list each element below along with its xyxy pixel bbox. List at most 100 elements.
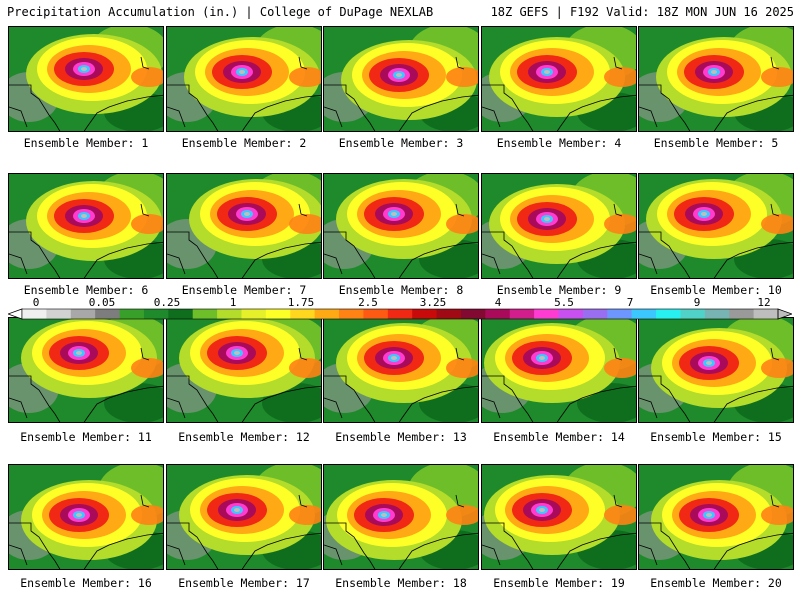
ensemble-member-label: Ensemble Member: 8	[338, 283, 464, 297]
colorbar-swatch	[339, 309, 364, 319]
state-border-line	[482, 84, 534, 131]
precip-contour	[761, 505, 793, 525]
precip-contour	[539, 356, 545, 360]
state-border-line	[770, 56, 780, 70]
state-border-line	[639, 375, 691, 422]
ensemble-member-map	[481, 173, 637, 279]
precip-contour	[604, 505, 636, 525]
colorbar-swatch	[582, 309, 608, 319]
ensemble-member-map	[323, 317, 479, 423]
colorbar-swatch	[680, 309, 706, 319]
state-border-line	[9, 106, 28, 128]
colorbar-swatch	[168, 309, 194, 319]
state-border-line	[167, 522, 219, 569]
state-border-line	[167, 106, 186, 128]
state-border-line	[455, 494, 465, 508]
precip-contour	[544, 70, 550, 74]
state-border-line	[613, 203, 623, 217]
state-border-line	[9, 84, 61, 131]
colorbar-swatch	[46, 309, 72, 319]
ensemble-member-label: Ensemble Member: 1	[23, 136, 149, 150]
ensemble-member-map	[323, 464, 479, 570]
ensemble-member-label: Ensemble Member: 14	[493, 430, 625, 444]
precip-contour	[446, 214, 478, 234]
colorbar-swatch	[656, 309, 681, 319]
colorbar-swatch	[558, 309, 584, 319]
ensemble-member-label: Ensemble Member: 6	[23, 283, 149, 297]
colorbar-swatch	[265, 309, 291, 319]
colorbar-tick-label: 3.25	[419, 296, 447, 309]
state-border-line	[639, 544, 658, 566]
precip-contour	[446, 505, 478, 525]
state-border-line	[167, 231, 219, 278]
precip-contour	[761, 67, 793, 87]
state-border-line	[167, 253, 186, 275]
state-border-line	[613, 494, 623, 508]
precip-contour	[234, 508, 240, 512]
colorbar-swatch	[704, 309, 730, 319]
state-border-line	[639, 397, 658, 419]
ensemble-member-label: Ensemble Member: 4	[496, 136, 622, 150]
precip-contour	[131, 67, 163, 87]
precip-contour	[131, 505, 163, 525]
state-border-line	[298, 203, 308, 217]
state-border-line	[241, 385, 321, 422]
state-border-line	[83, 94, 163, 131]
colorbar-swatch	[753, 309, 779, 319]
colorbar-tick-label: 0.05	[88, 296, 116, 309]
state-border-line	[398, 532, 478, 569]
state-border-line	[83, 532, 163, 569]
state-border-line	[324, 231, 376, 278]
precip-contour	[711, 70, 717, 74]
precip-contour	[289, 214, 321, 234]
ensemble-member-label: Ensemble Member: 12	[178, 430, 310, 444]
state-border-line	[482, 106, 501, 128]
precip-contour	[446, 67, 478, 87]
state-border-line	[9, 544, 28, 566]
state-border-line	[713, 94, 793, 131]
state-border-line	[324, 106, 343, 128]
colorbar-tick-label: 0	[32, 296, 40, 309]
colorbar-swatch	[217, 309, 242, 319]
precip-contour	[604, 67, 636, 87]
precip-contour	[76, 351, 82, 355]
ensemble-member-label: Ensemble Member: 18	[335, 576, 467, 590]
state-border-line	[298, 494, 308, 508]
ensemble-member-map	[638, 173, 794, 279]
state-border-line	[324, 253, 343, 275]
precip-contour	[706, 361, 712, 365]
colorbar-right-arrow	[777, 308, 792, 320]
state-border-line	[556, 532, 636, 569]
precip-contour	[604, 358, 636, 378]
state-border-line	[713, 532, 793, 569]
precip-contour	[289, 358, 321, 378]
state-border-line	[455, 203, 465, 217]
state-border-line	[556, 241, 636, 278]
ensemble-member-label: Ensemble Member: 10	[650, 283, 782, 297]
state-border-line	[482, 397, 501, 419]
state-border-line	[639, 106, 658, 128]
precip-contour	[604, 214, 636, 234]
precip-contour	[244, 212, 250, 216]
colorbar-tick-label: 1	[229, 296, 237, 309]
colorbar-tick-label: 12	[757, 296, 771, 309]
colorbar-tick-label: 9	[693, 296, 701, 309]
ensemble-member-map	[166, 26, 322, 132]
ensemble-member-map	[481, 464, 637, 570]
ensemble-member-map	[638, 464, 794, 570]
state-border-line	[770, 347, 780, 361]
state-border-line	[713, 241, 793, 278]
state-border-line	[639, 522, 691, 569]
state-border-line	[140, 56, 150, 70]
colorbar-swatch	[22, 309, 47, 319]
precip-contour	[289, 67, 321, 87]
precip-contour	[391, 212, 397, 216]
state-border-line	[398, 241, 478, 278]
ensemble-member-map	[166, 173, 322, 279]
map-title: Precipitation Accumulation (in.) | Colle…	[7, 5, 434, 19]
state-border-line	[482, 375, 534, 422]
ensemble-member-map	[638, 26, 794, 132]
state-border-line	[140, 347, 150, 361]
ensemble-member-map	[481, 317, 637, 423]
colorbar-swatch	[290, 309, 316, 319]
